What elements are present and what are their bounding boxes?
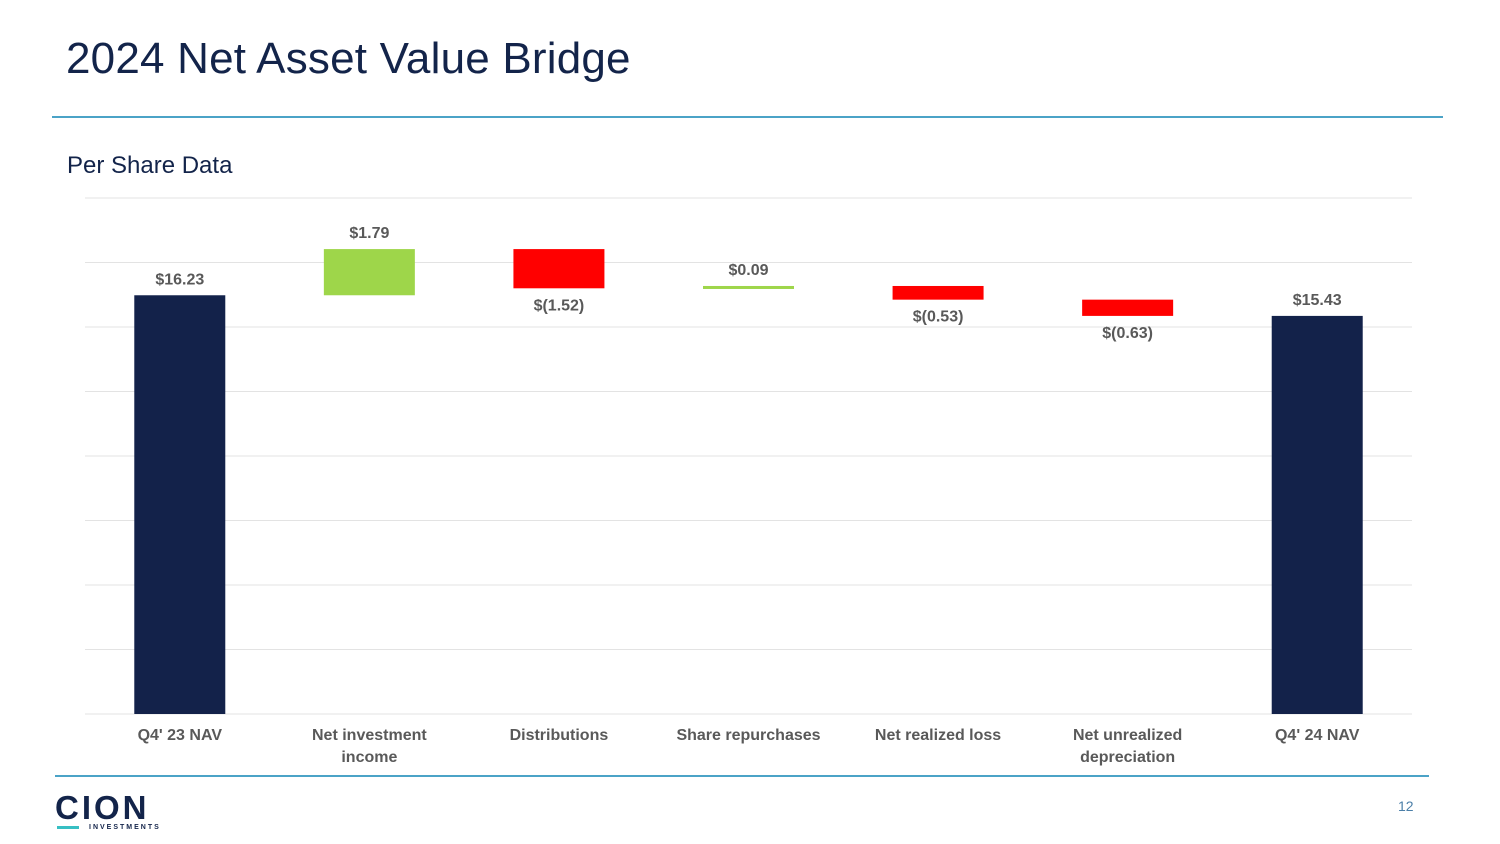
category-label: income [341, 749, 397, 766]
waterfall-bar [323, 249, 415, 296]
data-label: $1.79 [349, 225, 389, 242]
waterfall-bar [1271, 315, 1363, 714]
category-label: Distributions [510, 727, 609, 744]
category-label: Net realized loss [875, 727, 1001, 744]
category-label: Net unrealized [1073, 727, 1182, 744]
chart-subtitle: Per Share Data [67, 152, 233, 179]
category-label: Share repurchases [676, 727, 820, 744]
waterfall-bar [703, 285, 794, 289]
data-label: $16.23 [155, 271, 204, 288]
waterfall-bar [1082, 299, 1174, 316]
data-label: $0.09 [728, 262, 768, 279]
waterfall-bar [892, 285, 984, 300]
waterfall-bar [513, 249, 605, 289]
category-label: Net investment [312, 727, 427, 744]
waterfall-bar [134, 295, 226, 714]
logo-wordmark: CION [55, 789, 150, 826]
page-title: 2024 Net Asset Value Bridge [66, 34, 631, 83]
category-label: depreciation [1080, 749, 1175, 766]
category-label: Q4' 24 NAV [1275, 727, 1360, 744]
data-label: $(1.52) [534, 297, 585, 314]
title-divider [52, 116, 1443, 118]
footer-divider [55, 775, 1429, 777]
logo-accent-bar [57, 826, 79, 829]
data-label: $15.43 [1293, 292, 1342, 309]
category-label: Q4' 23 NAV [138, 727, 223, 744]
page-number: 12 [1398, 798, 1414, 814]
data-label: $(0.53) [913, 309, 964, 326]
data-label: $(0.63) [1102, 325, 1153, 342]
cion-logo: CION INVESTMENTS [55, 790, 159, 834]
logo-subtext: INVESTMENTS [89, 824, 161, 831]
